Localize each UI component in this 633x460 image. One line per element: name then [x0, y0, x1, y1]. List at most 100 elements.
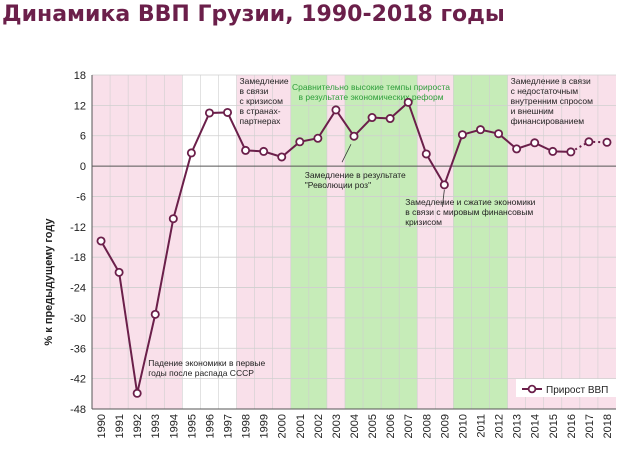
annotation-line: внутренним спросом: [511, 96, 594, 106]
data-point: [602, 137, 612, 147]
annotation-1998: Замедление в связи с кризисом в странах-пар…: [240, 76, 289, 126]
x-tick-label: 2015: [548, 414, 560, 438]
annotation-line: Падение экономики в первые: [148, 358, 265, 368]
annotation-line: в связи с мировым финансовым: [405, 207, 533, 217]
x-tick-labels: 1990 1991 1992 1993 1994 1995 1996 1997 1998 1999…: [96, 414, 614, 438]
rose-pointer: [341, 144, 352, 163]
annotation-line: в результате экономических реформ: [298, 92, 443, 102]
annotation-line: финансированием: [511, 116, 585, 126]
annotation-line: "Революции роз": [305, 180, 371, 190]
annotation-line: кризисом: [405, 217, 442, 227]
annotation-1992: Падение экономики в первые годы после рас…: [148, 358, 265, 378]
x-tick-label: 2005: [367, 414, 379, 438]
annotation-line: Замедление в результате: [305, 170, 406, 180]
data-point: [277, 152, 287, 162]
data-point: [530, 138, 540, 148]
legend-label: Прирост ВВП: [546, 385, 608, 396]
data-point: [168, 214, 178, 224]
data-point: [439, 180, 449, 190]
legend-box: [516, 379, 618, 397]
annotation-line: в странах-: [240, 106, 281, 116]
x-tick-label: 1996: [204, 414, 216, 438]
annotation-line: Сравнительно высокие темпы прироста: [292, 82, 450, 92]
x-tick-label: 2001: [295, 414, 307, 438]
y-tick-label: 0: [80, 161, 86, 173]
y-tick-label: -6: [76, 191, 86, 203]
annotation-reforms: Сравнительно высокие темпы прироста в рез…: [292, 82, 450, 102]
x-tick-label: 2013: [512, 414, 524, 438]
x-tick-label: 2010: [457, 414, 469, 438]
y-tick-label: -24: [70, 283, 86, 295]
data-point: [259, 146, 269, 156]
annotation-rose: Замедление в результате "Революции роз": [305, 170, 406, 190]
x-tick-label: 2009: [439, 414, 451, 438]
annotation-pointers: [341, 144, 445, 207]
data-point: [295, 137, 305, 147]
data-point: [584, 137, 594, 147]
y-tick-label: -12: [70, 222, 86, 234]
data-point: [349, 131, 359, 141]
data-point: [457, 130, 467, 140]
x-tick-label: 2016: [566, 414, 578, 438]
x-tick-label: 1992: [132, 414, 144, 438]
y-tick-label: -18: [70, 252, 86, 264]
data-point: [223, 107, 233, 117]
x-tick-label: 2017: [584, 414, 596, 438]
x-tick-label: 2014: [530, 414, 542, 438]
data-point: [331, 105, 341, 115]
data-point: [132, 388, 142, 398]
x-tick-label: 1994: [168, 414, 180, 438]
shaded-period-pink: [92, 75, 183, 409]
legend: Прирост ВВП: [516, 379, 618, 397]
data-point: [421, 149, 431, 159]
x-tick-label: 2002: [313, 414, 325, 438]
data-point: [96, 236, 106, 246]
data-point: [548, 146, 558, 156]
y-tick-label: 6: [80, 131, 86, 143]
crisis-pointer: [441, 189, 445, 207]
annotation-line: Замедление в связи: [511, 76, 591, 86]
data-point: [475, 125, 485, 135]
data-point: [150, 309, 160, 319]
series-gdp-growth: [96, 97, 612, 398]
y-tick-label: -36: [70, 343, 86, 355]
x-tick-label: 1990: [96, 414, 108, 438]
annotations: Замедление в связи с кризисом в странах-пар…: [148, 76, 593, 378]
page-title: Динамика ВВП Грузии, 1990-2018 годы: [2, 2, 505, 27]
annotation-line: Замедление: [240, 76, 289, 86]
annotation-2013: Замедление в связи с недостаточным внутрен…: [511, 76, 594, 126]
x-tick-label: 2004: [349, 414, 361, 438]
x-tick-label: 2007: [403, 414, 415, 438]
x-tick-label: 2011: [475, 414, 487, 438]
data-point: [186, 148, 196, 158]
data-point: [204, 108, 214, 118]
annotation-line: в связи: [240, 86, 269, 96]
y-axis-label: % к предыдущему году: [43, 218, 55, 346]
x-tick-label: 1991: [114, 414, 126, 438]
annotation-line: и внешним: [511, 106, 554, 116]
shaded-period-green: [453, 75, 508, 409]
data-point: [385, 114, 395, 124]
x-tick-label: 1993: [150, 414, 162, 438]
annotation-line: с недостаточным: [511, 86, 579, 96]
y-tick-label: -42: [70, 374, 86, 386]
x-tick-label: 2003: [331, 414, 343, 438]
y-tick-label: -48: [70, 404, 86, 416]
data-point: [114, 267, 124, 277]
axes: [91, 75, 616, 410]
y-tick-label: 18: [74, 70, 86, 82]
data-point: [403, 97, 413, 107]
data-point: [512, 144, 522, 154]
annotation-line: партнерах: [240, 116, 282, 126]
x-tick-label: 2000: [277, 414, 289, 438]
legend-swatch-marker: [527, 384, 537, 394]
x-tick-label: 2012: [494, 414, 506, 438]
x-tick-label: 1999: [259, 414, 271, 438]
shaded-period-pink: [236, 75, 291, 409]
y-tick-labels: 18 12 6 0 -6 -12 -18 -24 -30 -36 -42 -48: [70, 70, 86, 416]
data-point: [494, 129, 504, 139]
annotation-line: годы после распада СССР: [148, 368, 254, 378]
x-tick-label: 1997: [223, 414, 235, 438]
y-tick-label: 12: [74, 100, 86, 112]
